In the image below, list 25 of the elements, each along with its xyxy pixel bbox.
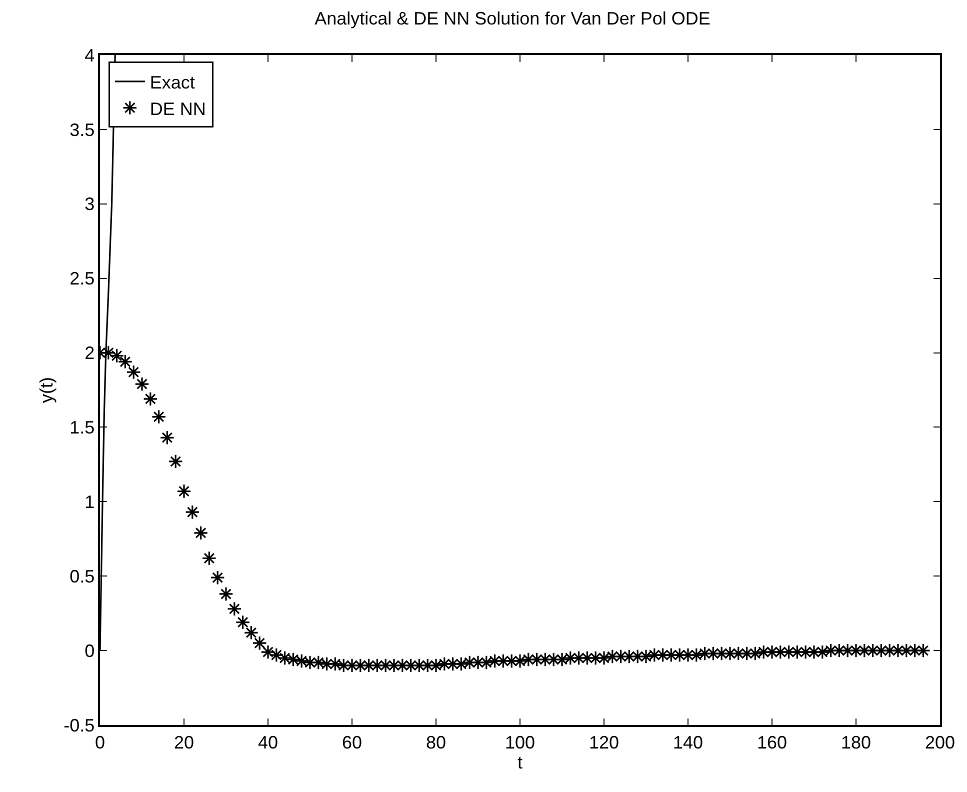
x-tick-label: 140 [672,732,704,752]
y-tick-label: 3.5 [70,120,95,140]
y-tick-label: 4 [84,45,95,66]
x-axis-title: t [517,752,523,772]
x-tick-label: 160 [756,732,788,752]
legend-label: DE NN [150,98,206,119]
y-tick-label: -0.5 [64,715,95,736]
y-tick-label: 3 [84,194,95,214]
legend-label: Exact [150,72,195,92]
y-tick-label: 0.5 [70,566,95,586]
y-tick-label: 2.5 [70,268,95,289]
x-tick-label: 20 [174,732,194,752]
x-tick-label: 200 [924,732,956,752]
y-axis-title: y(t) [36,377,56,403]
x-tick-label: 100 [504,732,536,752]
y-tick-label: 0 [84,640,95,661]
x-tick-label: 180 [840,732,872,752]
y-tick-label: 1 [84,492,95,512]
x-tick-label: 40 [258,732,278,752]
x-tick-label: 120 [588,732,620,752]
x-tick-label: 60 [342,732,362,752]
chart-title: Analytical & DE NN Solution for Van Der Pol ODE [314,8,710,28]
y-tick-label: 2 [84,343,95,364]
x-tick-label: 80 [426,732,446,752]
y-tick-label: 1.5 [70,418,95,438]
